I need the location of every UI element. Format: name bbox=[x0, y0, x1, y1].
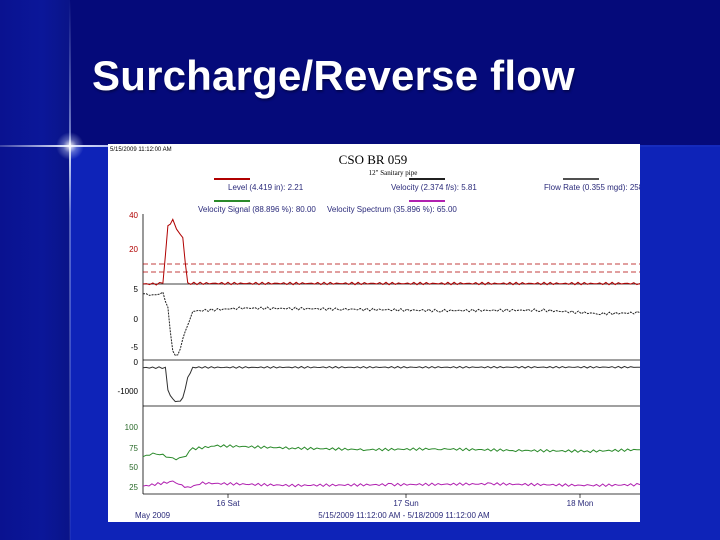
x-month-label: May 2009 bbox=[135, 511, 171, 520]
series-line-flow-rate bbox=[142, 365, 640, 403]
decor-star-glow bbox=[56, 132, 84, 160]
y-tick-label: 20 bbox=[129, 245, 138, 254]
series-line-level bbox=[142, 218, 640, 286]
chart-subtitle: 12" Sanitary pipe bbox=[369, 169, 418, 177]
legend-label-1: Velocity (2.374 f/s): 5.81 bbox=[391, 183, 477, 192]
chart-timestamp: 5/15/2009 11:12:00 AM bbox=[110, 147, 172, 153]
series-line-velocity-signal bbox=[142, 444, 640, 461]
series-line-velocity-spectrum bbox=[142, 480, 640, 489]
y-tick-label: 0 bbox=[134, 315, 139, 324]
x-range-label: 5/15/2009 11:12:00 AM - 5/18/2009 11:12:… bbox=[318, 511, 490, 520]
legend-label-0: Level (4.419 in): 2.21 bbox=[228, 183, 304, 192]
y-tick-label: 40 bbox=[129, 211, 138, 220]
y-tick-label: 0 bbox=[134, 358, 139, 367]
y-tick-label: 25 bbox=[129, 483, 138, 492]
chart-legend: Level (4.419 in): 2.21 Velocity (2.374 f/… bbox=[198, 178, 640, 214]
y-tick-label: 50 bbox=[129, 463, 138, 472]
y-tick-label: 5 bbox=[134, 285, 139, 294]
y-tick-label: -5 bbox=[131, 343, 139, 352]
y-tick-label: 100 bbox=[125, 423, 139, 432]
legend-label-4: Velocity Spectrum (35.896 %): 65.00 bbox=[327, 205, 457, 214]
x-axis: 16 Sat 17 Sun 18 Mon May 2009 5/15/2009 11:1… bbox=[135, 494, 593, 520]
series-line-velocity bbox=[142, 291, 640, 356]
y-tick-label: 75 bbox=[129, 444, 138, 453]
x-tick-label: 18 Mon bbox=[567, 499, 594, 508]
slide-left-panel bbox=[0, 0, 70, 540]
chart-title: CSO BR 059 bbox=[339, 152, 408, 167]
x-tick-label: 17 Sun bbox=[393, 499, 418, 508]
y-tick-label: -1000 bbox=[118, 387, 139, 396]
decor-vertical-glow bbox=[69, 0, 71, 540]
slide-title: Surcharge/Reverse flow bbox=[92, 52, 575, 99]
legend-label-3: Velocity Signal (88.896 %): 80.00 bbox=[198, 205, 316, 214]
x-tick-label: 16 Sat bbox=[216, 499, 240, 508]
flow-monitor-chart: CSO BR 059 12" Sanitary pipe 5/15/2009 1… bbox=[108, 144, 640, 522]
legend-label-2: Flow Rate (0.355 mgd): 258.48 bbox=[544, 183, 640, 192]
chart-svg: CSO BR 059 12" Sanitary pipe 5/15/2009 1… bbox=[110, 147, 640, 520]
